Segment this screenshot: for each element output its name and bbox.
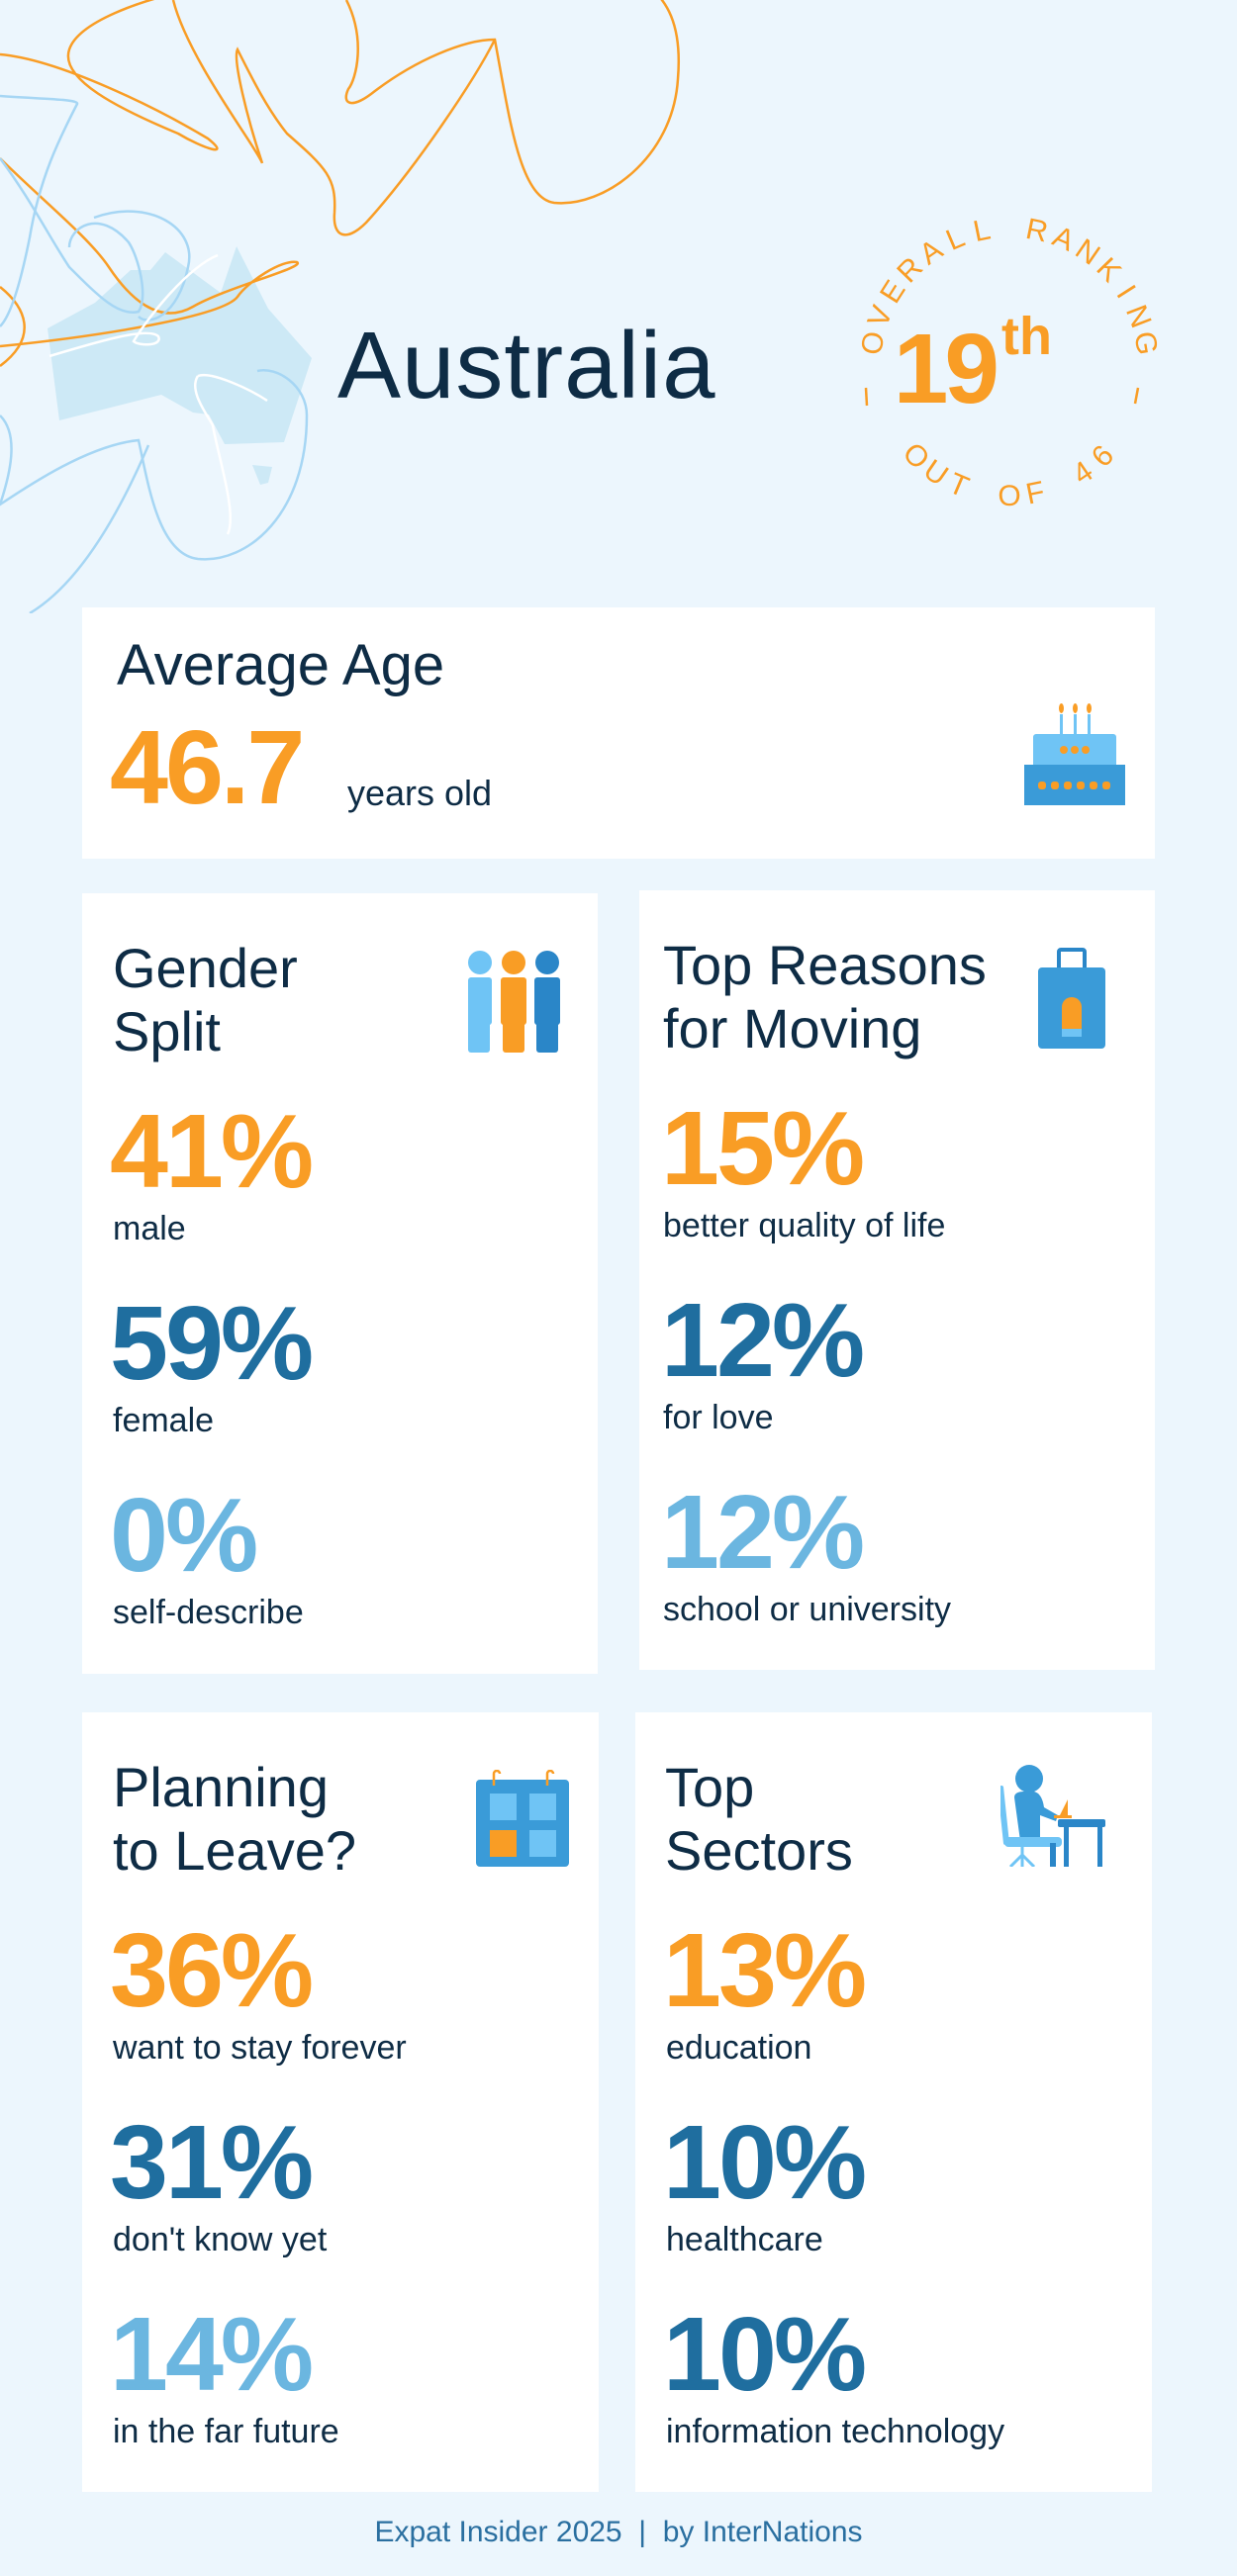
suitcase-icon [1038, 948, 1105, 1049]
birthday-cake-icon [1024, 703, 1125, 805]
calendar-icon [476, 1770, 569, 1867]
stat-label: healthcare [666, 2221, 823, 2258]
tasmania-shape [252, 465, 272, 485]
ranking-label-letter: O [855, 329, 891, 357]
average-age-unit: years old [347, 773, 493, 813]
stat-label: information technology [666, 2413, 1005, 2450]
ranking-label-letter: 6 [1086, 439, 1120, 474]
badge-dash-left [864, 387, 869, 407]
stat-label: school or university [663, 1591, 952, 1628]
ranking-label-letter: G [1127, 329, 1163, 357]
decorative-squiggles [0, 0, 681, 613]
average-age-value: 46.7 [110, 709, 305, 826]
top-reasons-card: Top Reasons for Moving 15% better qualit… [639, 890, 1155, 1670]
stat-value: 10% [663, 2104, 867, 2221]
gender-split-card: Gender Split 41% male 59% female 0% self… [82, 893, 598, 1674]
stat-value: 59% [110, 1285, 314, 1402]
ranking-label-letter: N [1119, 301, 1158, 332]
stat-value: 31% [110, 2104, 314, 2221]
ranking-suffix: th [1001, 307, 1052, 366]
card-title: Gender Split [113, 937, 298, 1062]
badge-dash-right [1133, 387, 1140, 405]
ranking-label-letter: O [998, 480, 1020, 512]
country-title: Australia [337, 313, 716, 418]
stat-value: 13% [663, 1912, 867, 2029]
stat-label: self-describe [113, 1594, 304, 1631]
average-age-card: Average Age 46.7 years old [82, 607, 1155, 859]
stat-label: for love [663, 1399, 774, 1436]
stat-value: 41% [110, 1093, 314, 1210]
ranking-label-letter: F [1023, 476, 1048, 511]
stat-value: 0% [110, 1477, 258, 1594]
card-title: Top Reasons for Moving [663, 934, 987, 1059]
stat-label: better quality of life [663, 1207, 946, 1244]
office-worker-icon [1000, 1765, 1105, 1867]
stat-value: 15% [661, 1090, 865, 1207]
ranking-label-letter: L [941, 221, 969, 257]
top-sectors-card: Top Sectors 13% education 10% healthcare… [635, 1712, 1152, 2492]
ranking-label-letter: R [1023, 213, 1051, 249]
stat-label: don't know yet [113, 2221, 328, 2258]
ranking-value: 19 [894, 314, 997, 424]
card-title: Planning to Leave? [113, 1756, 356, 1882]
stat-label: education [666, 2029, 812, 2067]
stat-label: male [113, 1210, 186, 1247]
average-age-title: Average Age [117, 633, 445, 697]
stat-label: female [113, 1402, 215, 1439]
stat-value: 12% [661, 1474, 865, 1591]
people-icon [468, 951, 560, 1053]
ranking-label-letter: I [1109, 280, 1141, 305]
planning-to-leave-card: Planning to Leave? 36% want to stay fore… [82, 1712, 599, 2492]
stat-label: want to stay forever [113, 2029, 407, 2067]
stat-value: 10% [663, 2296, 867, 2413]
stat-value: 14% [110, 2296, 314, 2413]
australia-map-icon [48, 246, 312, 444]
ranking-label-letter: L [971, 213, 994, 248]
card-title: Top Sectors [665, 1756, 853, 1882]
stat-label: in the far future [113, 2413, 339, 2450]
stat-value: 36% [110, 1912, 314, 2029]
stat-value: 12% [661, 1282, 865, 1399]
footer-credit: Expat Insider 2025 | by InterNations [374, 2516, 863, 2548]
